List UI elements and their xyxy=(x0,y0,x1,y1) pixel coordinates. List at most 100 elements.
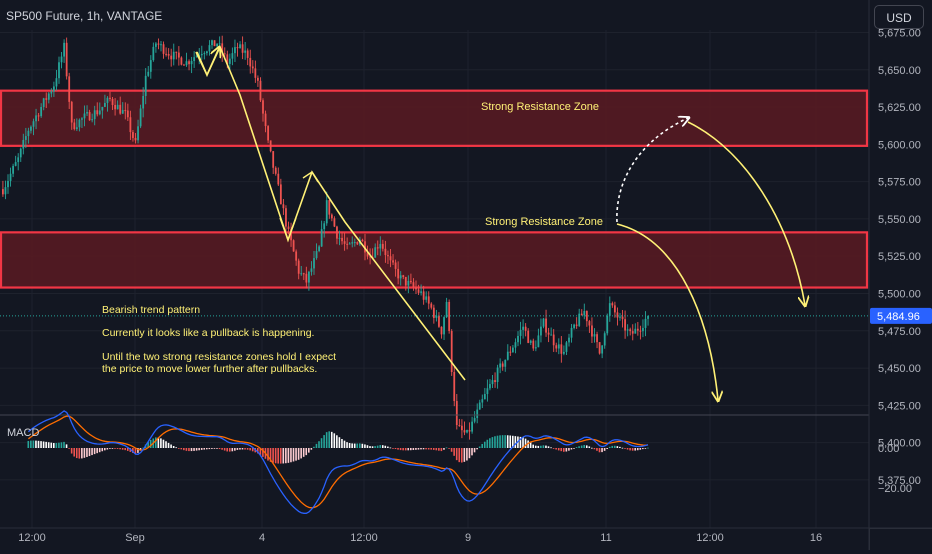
candle-body xyxy=(376,247,379,249)
macd-histogram-bar xyxy=(616,446,619,448)
candle-body xyxy=(101,106,104,111)
candle-body xyxy=(338,237,341,239)
macd-histogram-bar xyxy=(47,442,50,448)
macd-histogram-bar xyxy=(104,448,106,451)
candle-body xyxy=(83,113,86,119)
candle-body xyxy=(320,229,323,247)
candle-body xyxy=(27,130,30,137)
macd-histogram-bar xyxy=(542,445,545,448)
macd-histogram-bar xyxy=(481,443,483,448)
candle-body xyxy=(249,57,252,67)
candle-body xyxy=(557,344,560,349)
macd-histogram-bar xyxy=(81,448,83,459)
candle-body xyxy=(106,97,109,103)
macd-histogram-bar xyxy=(126,448,129,451)
macd-histogram-bar xyxy=(323,435,325,448)
candle-body xyxy=(583,310,586,316)
candle-body xyxy=(223,53,226,55)
candle-body xyxy=(42,98,45,107)
macd-histogram-bar xyxy=(570,448,573,450)
candle-body xyxy=(374,247,377,258)
candle-body xyxy=(50,91,53,94)
macd-histogram-bar xyxy=(188,448,190,452)
candle-body xyxy=(292,240,295,252)
macd-histogram-bar xyxy=(440,448,443,452)
macd-histogram-bar xyxy=(132,448,134,453)
candle-body xyxy=(644,318,647,328)
macd-histogram-bar xyxy=(172,445,175,448)
candle-body xyxy=(137,126,139,141)
candle-body xyxy=(410,280,412,283)
macd-indicator-label[interactable]: MACD xyxy=(7,427,40,439)
note-line-3: Until the two strong resistance zones ho… xyxy=(102,351,336,363)
macd-histogram-bar xyxy=(343,440,346,448)
candle-body xyxy=(614,305,616,313)
time-tick-label: Sep xyxy=(125,532,145,544)
price-tick-label: 5,650.00 xyxy=(878,65,921,77)
candle-body xyxy=(361,239,364,242)
candle-body xyxy=(606,315,609,334)
symbol-title[interactable]: SP500 Future, 1h, VANTAGE xyxy=(6,9,163,23)
candle-body xyxy=(152,46,155,61)
macd-histogram-bar xyxy=(387,446,389,448)
macd-histogram-bar xyxy=(98,448,101,453)
macd-histogram-bar xyxy=(407,448,410,451)
candle-body xyxy=(343,241,346,244)
candle-body xyxy=(509,351,512,353)
macd-histogram-bar xyxy=(60,442,63,448)
macd-histogram-bar xyxy=(486,439,489,448)
candle-body xyxy=(126,110,129,118)
candle-body xyxy=(397,268,400,279)
price-tick-label: 5,575.00 xyxy=(878,177,921,189)
macd-histogram-bar xyxy=(244,448,246,450)
macd-histogram-bar xyxy=(208,448,211,450)
macd-histogram-bar xyxy=(320,438,323,448)
candle-body xyxy=(147,71,150,76)
macd-histogram-bar xyxy=(190,448,193,452)
macd-histogram-bar xyxy=(568,448,570,451)
candle-body xyxy=(195,55,198,58)
macd-histogram-bar xyxy=(601,448,603,453)
price-tick-label: 5,550.00 xyxy=(878,214,921,226)
candle-body xyxy=(2,189,4,195)
candle-body xyxy=(323,223,326,230)
candle-body xyxy=(499,363,502,368)
candle-body xyxy=(603,333,606,346)
macd-histogram-bar xyxy=(40,441,42,448)
macd-histogram-bar xyxy=(290,448,292,463)
macd-histogram-bar xyxy=(213,448,216,449)
macd-histogram-bar xyxy=(392,448,394,449)
macd-histogram-bar xyxy=(180,448,183,450)
currency-button[interactable]: USD xyxy=(874,5,924,29)
price-tick-label: 5,450.00 xyxy=(878,363,921,375)
macd-histogram-bar xyxy=(573,448,575,449)
candle-body xyxy=(285,208,287,227)
candle-body xyxy=(246,50,249,58)
candle-body xyxy=(297,260,300,274)
macd-histogram-bar xyxy=(236,448,239,450)
macd-histogram-bar xyxy=(341,438,343,448)
candle-body xyxy=(432,307,435,318)
macd-histogram-bar xyxy=(514,436,517,448)
macd-histogram-bar xyxy=(455,448,458,461)
macd-histogram-bar xyxy=(338,437,341,448)
candle-body xyxy=(399,275,402,279)
resistance-zone-2[interactable] xyxy=(0,231,869,289)
macd-histogram-bar xyxy=(619,446,621,448)
macd-histogram-bar xyxy=(305,448,308,456)
candle-body xyxy=(98,110,101,115)
macd-histogram-bar xyxy=(524,438,527,448)
candle-body xyxy=(58,62,60,79)
candle-body xyxy=(188,61,190,65)
candle-body xyxy=(634,328,637,334)
macd-histogram-bar xyxy=(422,448,425,450)
candle-body xyxy=(142,95,145,109)
candle-body xyxy=(65,42,68,77)
candle-body xyxy=(476,409,479,419)
macd-histogram-bar xyxy=(369,446,371,448)
macd-histogram-bar xyxy=(608,446,611,448)
candle-body xyxy=(450,330,453,373)
price-axis-panel[interactable] xyxy=(869,0,932,550)
candle-body xyxy=(353,242,356,244)
